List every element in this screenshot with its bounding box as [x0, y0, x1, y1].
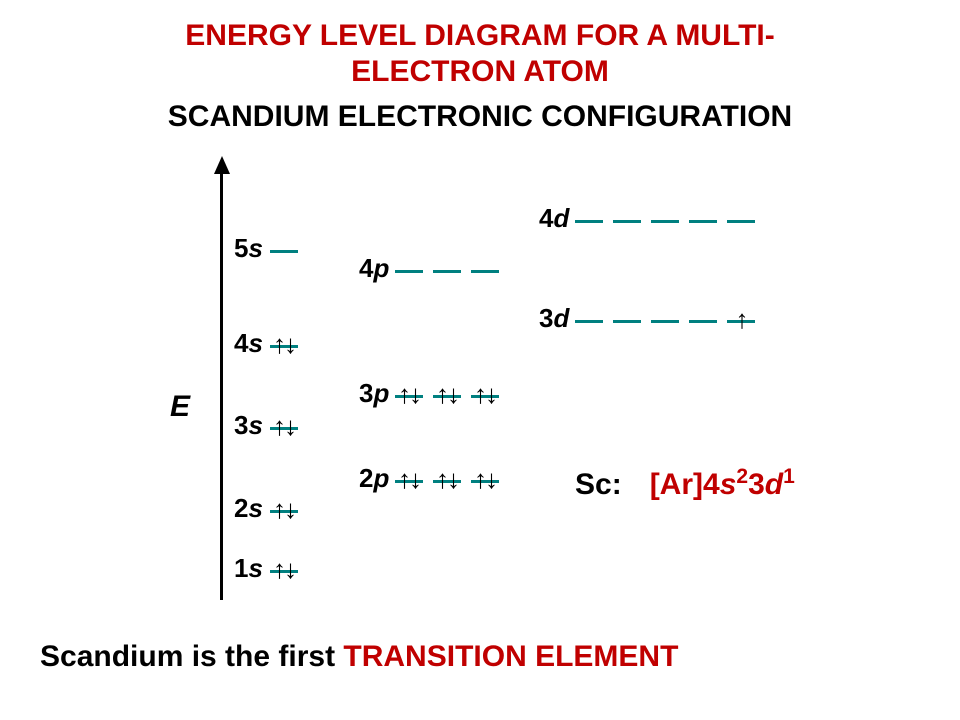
sublevel-label-4d: 4d	[539, 203, 569, 234]
electron-arrows: ↑↓	[270, 413, 298, 439]
footer-note: Scandium is the first TRANSITION ELEMENT	[40, 640, 678, 674]
orbital-bar	[270, 345, 298, 348]
electron-arrows: ↑↓	[471, 381, 499, 407]
sublevel-label-2s: 2s	[234, 493, 263, 524]
orbital-bar	[395, 395, 423, 398]
orbital-bar	[433, 480, 461, 483]
energy-axis-label: E	[170, 390, 190, 424]
electron-arrows: ↑↓	[395, 466, 423, 492]
subtitle: SCANDIUM ELECTRONIC CONFIGURATION	[0, 100, 960, 134]
electron-configuration: Sc:[Ar]4s23d1	[575, 465, 795, 502]
orbital-bar	[270, 250, 298, 253]
orbital-bar	[613, 320, 641, 323]
orbital-bar	[727, 320, 755, 323]
page-title: ENERGY LEVEL DIAGRAM FOR A MULTI-ELECTRO…	[0, 18, 960, 90]
orbital-bar	[471, 270, 499, 273]
sublevel-label-3p: 3p	[359, 378, 389, 409]
electron-arrows: ↑↓	[395, 381, 423, 407]
sublevel-label-1s: 1s	[234, 553, 263, 584]
orbital-bar	[575, 320, 603, 323]
orbital-bar	[575, 220, 603, 223]
orbital-bar	[651, 220, 679, 223]
energy-axis-arrowhead	[214, 156, 230, 174]
orbital-bar	[270, 570, 298, 573]
orbital-bar	[471, 480, 499, 483]
sublevel-label-2p: 2p	[359, 463, 389, 494]
electron-arrows: ↑↓	[433, 466, 461, 492]
orbital-bar	[395, 270, 423, 273]
orbital-bar	[395, 480, 423, 483]
orbital-bar	[727, 220, 755, 223]
electron-arrows: ↑↓	[433, 381, 461, 407]
sublevel-label-4s: 4s	[234, 328, 263, 359]
electron-arrows: ↑↓	[270, 496, 298, 522]
orbital-bar	[471, 395, 499, 398]
orbital-bar	[651, 320, 679, 323]
orbital-bar	[433, 395, 461, 398]
electron-arrows: ↑↓	[471, 466, 499, 492]
orbital-bar	[689, 320, 717, 323]
orbital-bar	[613, 220, 641, 223]
orbital-bar	[270, 427, 298, 430]
sublevel-label-4p: 4p	[359, 253, 389, 284]
electron-arrows: ↑	[727, 306, 755, 332]
sublevel-label-3s: 3s	[234, 410, 263, 441]
energy-axis-line	[220, 170, 223, 600]
orbital-bar	[689, 220, 717, 223]
electron-arrows: ↑↓	[270, 556, 298, 582]
electron-arrows: ↑↓	[270, 331, 298, 357]
sublevel-label-3d: 3d	[539, 303, 569, 334]
orbital-bar	[270, 510, 298, 513]
orbital-bar	[433, 270, 461, 273]
sublevel-label-5s: 5s	[234, 233, 263, 264]
